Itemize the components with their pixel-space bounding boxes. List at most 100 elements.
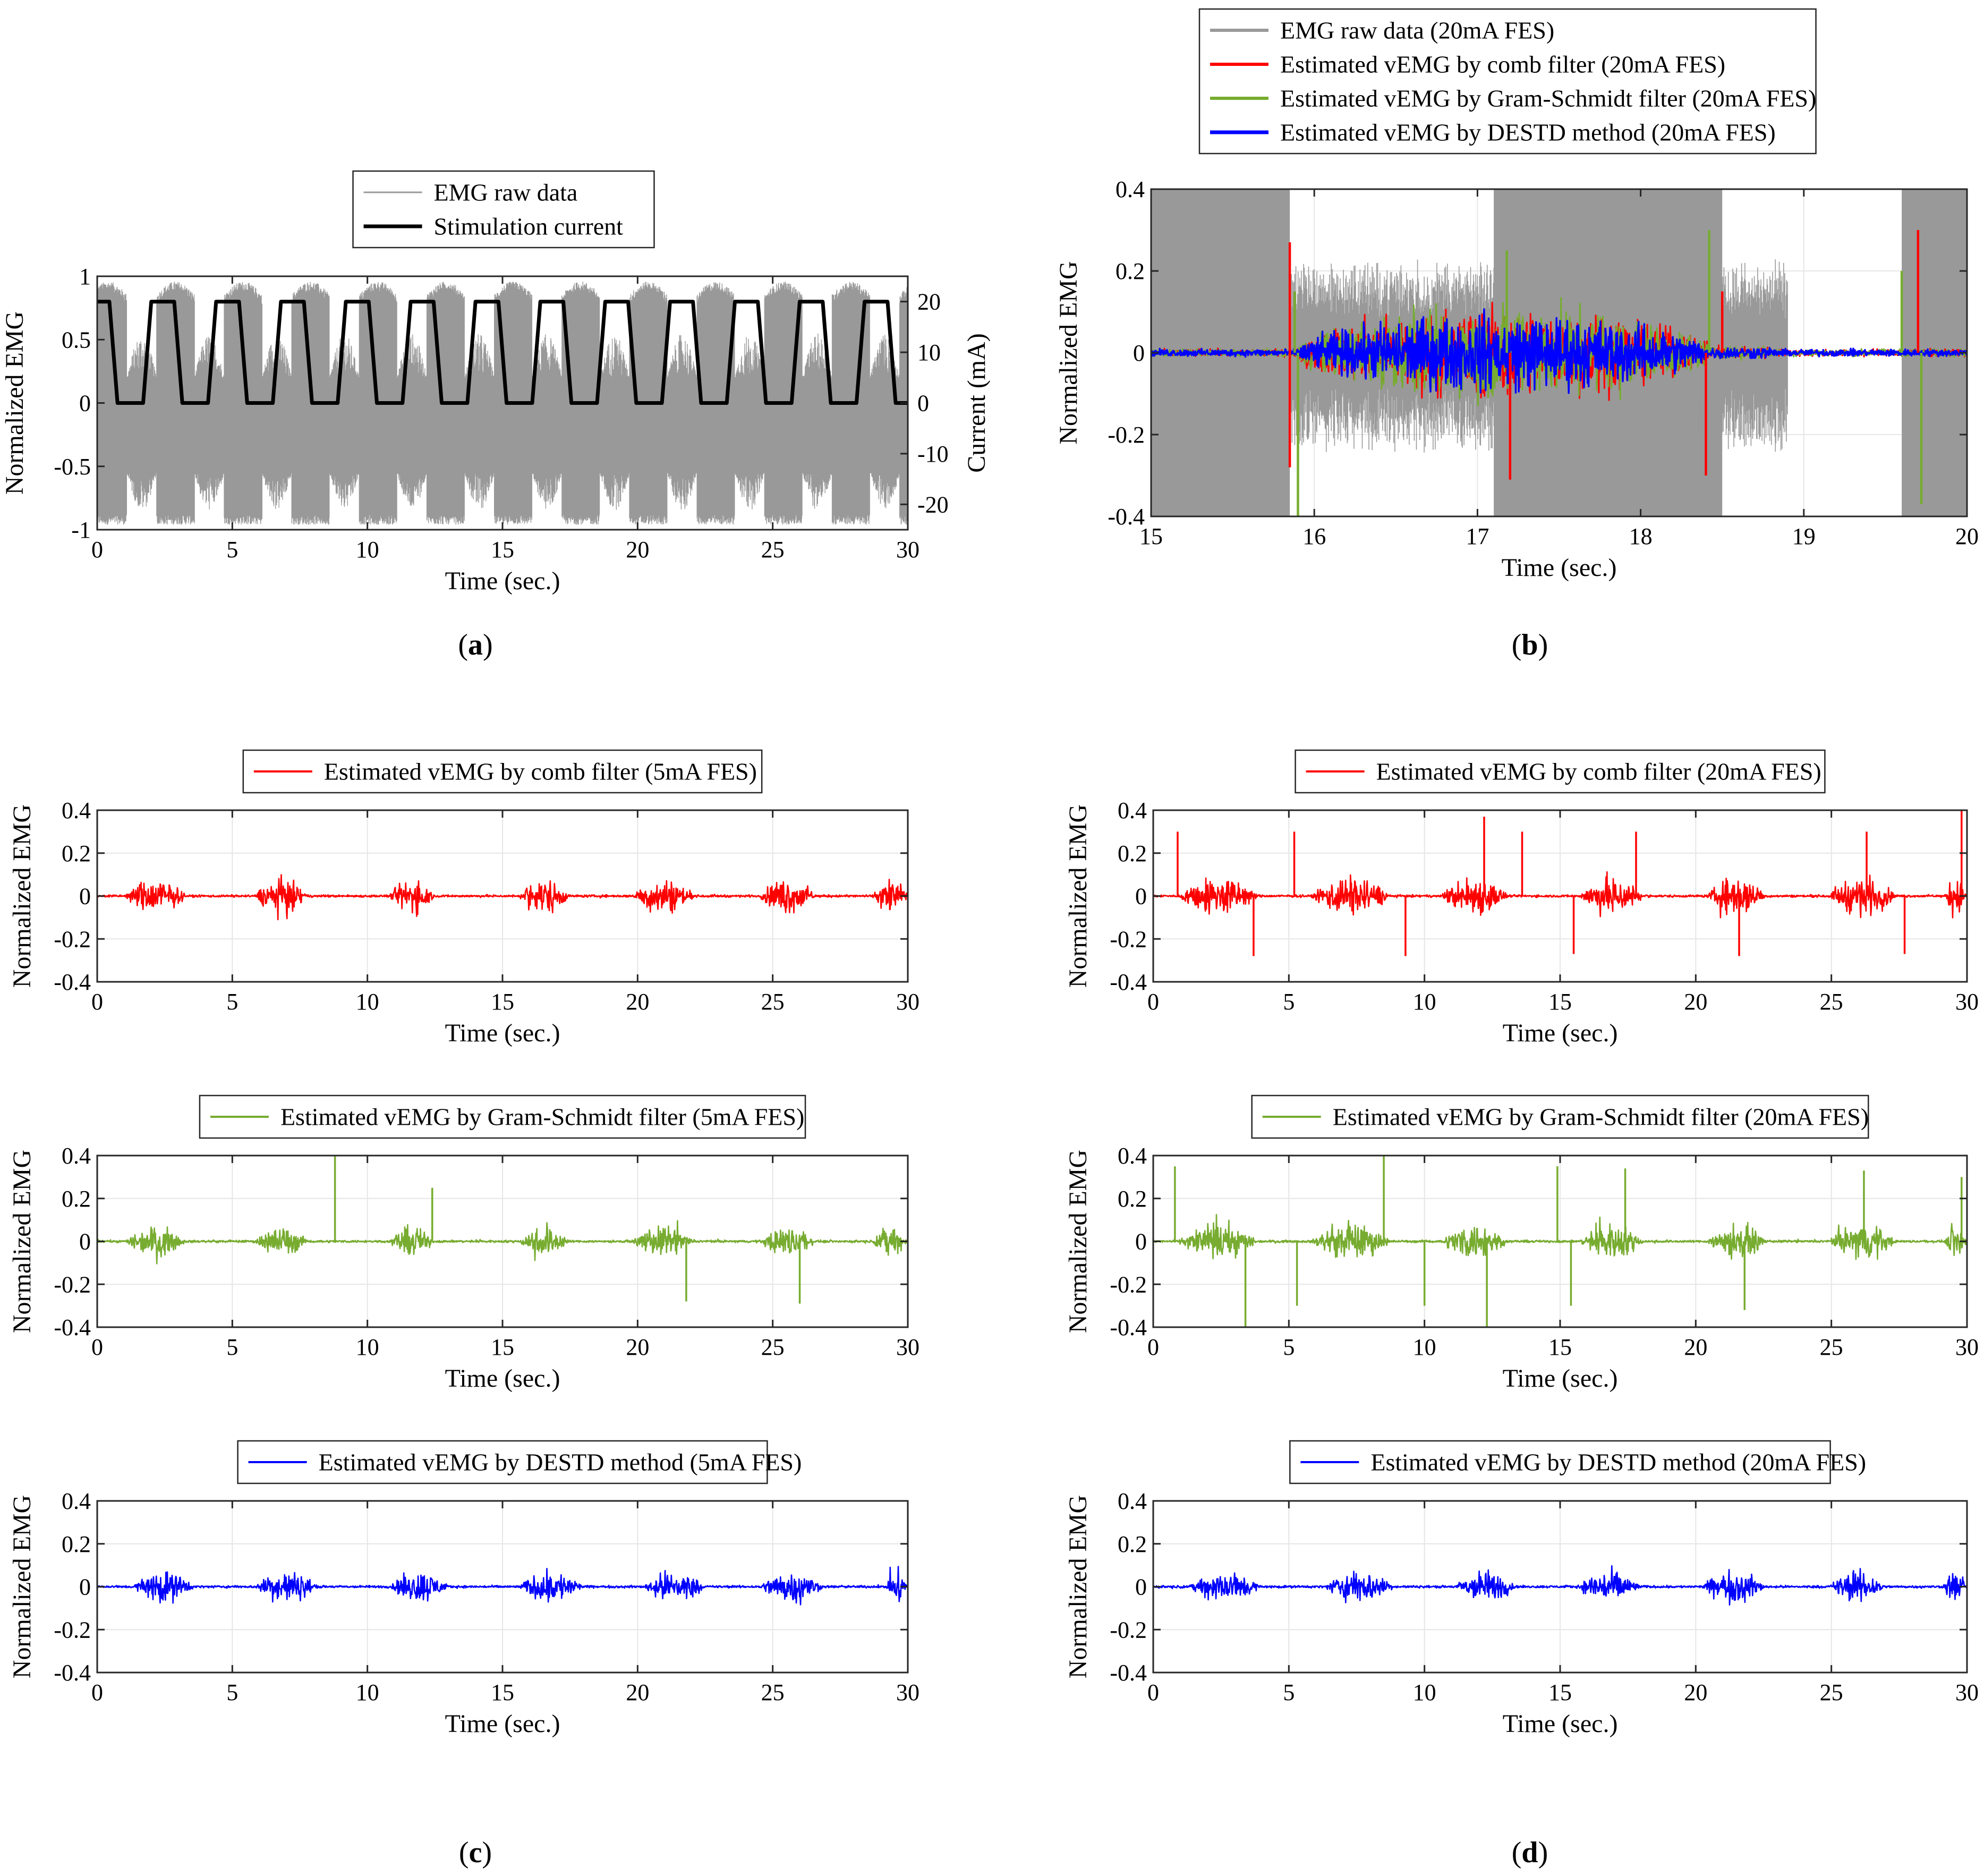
y-right-axis-label: Current (mA): [963, 333, 991, 473]
x-tick-label-1: 5: [226, 537, 238, 563]
y-axis-label: Normalized EMG: [1, 311, 29, 495]
legend-label-0: EMG raw data (20mA FES): [1280, 17, 1554, 44]
y-tick-label-3: 0.2: [1116, 258, 1145, 284]
x-tick-label-4: 20: [626, 1679, 649, 1705]
y-tick-label-1: -0.2: [54, 1271, 91, 1297]
y-tick-label-4: 1: [79, 264, 91, 290]
y-tick-label-3: 0.2: [62, 1531, 91, 1557]
y-tick-label-3: 0.2: [1118, 841, 1147, 867]
x-tick-label-1: 5: [1283, 1679, 1295, 1705]
x-tick-label-5: 25: [761, 1679, 785, 1705]
y-axis-label: Normalized EMG: [1064, 804, 1092, 988]
x-tick-label-4: 20: [626, 989, 649, 1015]
x-tick-label-1: 5: [1283, 1334, 1295, 1360]
x-tick-label-6: 30: [896, 989, 919, 1015]
y-tick-label-3: 0.5: [62, 327, 91, 353]
data-line-comb: [1153, 871, 1968, 919]
x-axis-label: Time (sec.): [1503, 1710, 1618, 1738]
x-tick-label-5: 25: [761, 989, 785, 1015]
x-tick-label-2: 10: [356, 1334, 379, 1360]
y-tick-label-2: 0: [1135, 1574, 1147, 1600]
legend-label-1: Estimated vEMG by comb filter (20mA FES): [1280, 51, 1725, 78]
chart-b: 15 16 17 18 19 20 -0.4 -0.2 0 0.2 0.4 Time (sec.) No…: [1054, 8, 1979, 582]
x-tick-label-0: 0: [1147, 1679, 1159, 1705]
x-tick-label-1: 16: [1302, 523, 1326, 549]
y-right-tick-label-0: -20: [917, 491, 949, 517]
y-axis-label: Normalized EMG: [8, 1150, 36, 1333]
y-tick-label-0: -0.4: [54, 1660, 91, 1686]
x-tick-label-3: 18: [1629, 523, 1653, 549]
data-line-gram: [96, 1220, 908, 1264]
y-right-tick-label-1: -10: [917, 441, 949, 467]
y-tick-label-4: 0.4: [62, 1488, 91, 1514]
x-tick-label-0: 0: [91, 989, 103, 1015]
x-tick-label-2: 10: [356, 537, 379, 563]
legend-label-1: Stimulation current: [434, 213, 624, 240]
x-tick-label-3: 15: [491, 1679, 514, 1705]
data-line-destd: [96, 1566, 908, 1606]
stimulation-current-line: [97, 300, 908, 405]
y-axis-label: Normalized EMG: [8, 1495, 36, 1678]
x-tick-label-3: 15: [491, 1334, 514, 1360]
x-tick-label-2: 10: [356, 1679, 379, 1705]
y-right-tick-label-2: 0: [917, 391, 929, 417]
y-tick-label-3: 0.2: [62, 1186, 91, 1212]
legend-label-0: Estimated vEMG by comb filter (20mA FES): [1376, 758, 1821, 785]
legend-label-0: EMG raw data: [434, 179, 578, 206]
x-axis-label: Time (sec.): [1502, 554, 1617, 582]
chart-c3-destd-5ma: 0 5 10 15 20 25 30 -0.4 -0.2 0 0.2 0.4 Time (sec.) No…: [8, 1440, 919, 1738]
y-axis-label: Normalized EMG: [1054, 261, 1083, 444]
y-axis-label: Normalized EMG: [8, 804, 36, 988]
y-tick-label-1: -0.2: [1110, 1271, 1147, 1297]
caption-d: (d): [1512, 1836, 1548, 1869]
x-tick-label-1: 5: [1283, 989, 1295, 1015]
chart-d3-destd-20ma: 0 5 10 15 20 25 30 -0.4 -0.2 0 0.2 0.4 Time (sec.) No…: [1064, 1440, 1979, 1738]
x-tick-label-5: 20: [1955, 523, 1979, 549]
y-tick-label-2: 0: [1135, 884, 1147, 910]
y-tick-label-1: -0.2: [54, 926, 91, 952]
caption-c: (c): [459, 1836, 492, 1869]
x-tick-label-5: 25: [761, 537, 785, 563]
y-tick-label-2: 0: [79, 1574, 91, 1600]
y-tick-label-1: -0.2: [1108, 422, 1145, 448]
x-tick-label-5: 25: [1820, 989, 1843, 1015]
y-tick-label-3: 0.2: [1118, 1531, 1147, 1557]
legend-label-2: Estimated vEMG by Gram-Schmidt filter (2…: [1280, 85, 1816, 112]
legend-box: [242, 749, 763, 794]
y-tick-label-4: 0.4: [62, 797, 91, 824]
x-tick-label-2: 10: [1413, 1334, 1436, 1360]
x-tick-label-6: 30: [896, 1679, 919, 1705]
x-tick-label-4: 20: [626, 537, 649, 563]
x-tick-label-1: 5: [226, 989, 238, 1015]
y-tick-label-3: 0.2: [62, 841, 91, 867]
x-tick-label-5: 25: [761, 1334, 785, 1360]
y-tick-label-1: -0.2: [54, 1617, 91, 1643]
legend-box: [1198, 8, 1817, 155]
legend-box: [1289, 1440, 1831, 1484]
x-tick-label-4: 20: [1684, 989, 1707, 1015]
x-tick-label-3: 15: [491, 537, 514, 563]
y-tick-label-0: -0.4: [54, 969, 91, 995]
x-tick-label-3: 15: [1548, 1334, 1572, 1360]
x-tick-label-3: 15: [1548, 989, 1572, 1015]
y-tick-label-1: -0.2: [1110, 1617, 1147, 1643]
x-axis-label: Time (sec.): [445, 1364, 560, 1393]
x-axis-label: Time (sec.): [1503, 1364, 1618, 1393]
y-tick-label-0: -0.4: [1110, 1660, 1147, 1686]
trace-destd: [1150, 308, 1968, 394]
y-axis-label: Normalized EMG: [1064, 1495, 1092, 1678]
legend-box: [237, 1440, 768, 1484]
x-tick-label-6: 30: [896, 1334, 919, 1360]
caption-b: (b): [1512, 629, 1548, 661]
legend-label-0: Estimated vEMG by DESTD method (20mA FES…: [1370, 1449, 1866, 1476]
chart-d1-comb-20ma: 0 5 10 15 20 25 30 -0.4 -0.2 0 0.2 0.4 Time (sec.) No…: [1064, 749, 1979, 1047]
y-tick-label-4: 0.4: [1116, 176, 1145, 202]
x-tick-label-0: 0: [91, 537, 103, 563]
legend-label-0: Estimated vEMG by comb filter (5mA FES): [324, 758, 757, 785]
x-tick-label-4: 19: [1792, 523, 1816, 549]
x-tick-label-3: 15: [1548, 1679, 1572, 1705]
y-tick-label-2: 0: [1133, 340, 1145, 366]
y-tick-label-4: 0.4: [1118, 1488, 1147, 1514]
x-tick-label-4: 20: [1684, 1334, 1707, 1360]
